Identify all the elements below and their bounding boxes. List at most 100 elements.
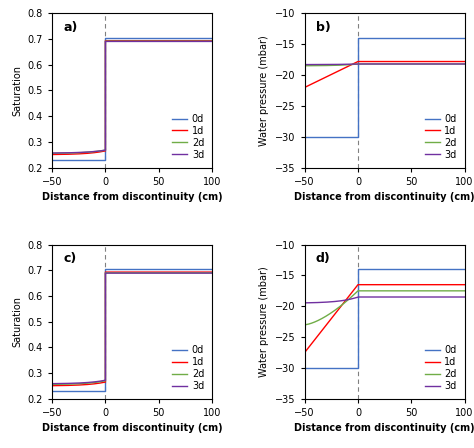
0d: [462, 267, 467, 272]
0d: [315, 365, 320, 370]
3d: [151, 271, 157, 276]
2d: [355, 288, 361, 293]
Line: 3d: 3d: [305, 64, 465, 65]
1d: [209, 38, 215, 43]
Text: b): b): [316, 21, 331, 34]
0d: [462, 35, 467, 41]
3d: [355, 294, 361, 300]
Line: 0d: 0d: [305, 38, 465, 137]
2d: [150, 39, 156, 44]
2d: [404, 61, 410, 67]
Line: 3d: 3d: [52, 273, 212, 383]
3d: [404, 61, 410, 67]
2d: [344, 62, 350, 68]
0d: [150, 266, 156, 271]
2d: [209, 270, 215, 276]
2d: [49, 151, 55, 156]
0d: [150, 35, 156, 40]
1d: [84, 151, 90, 156]
2d: [151, 39, 157, 44]
3d: [383, 294, 389, 300]
X-axis label: Distance from discontinuity (cm): Distance from discontinuity (cm): [294, 423, 474, 433]
1d: [102, 38, 108, 43]
3d: [62, 381, 68, 386]
Line: 1d: 1d: [305, 61, 465, 87]
1d: [355, 59, 361, 64]
0d: [102, 35, 108, 40]
3d: [337, 298, 342, 304]
1d: [130, 269, 136, 275]
3d: [302, 300, 308, 306]
1d: [462, 282, 467, 287]
1d: [150, 38, 156, 43]
1d: [62, 151, 68, 157]
Line: 1d: 1d: [52, 272, 212, 386]
3d: [344, 61, 350, 67]
3d: [337, 62, 342, 67]
Legend: 0d, 1d, 2d, 3d: 0d, 1d, 2d, 3d: [170, 111, 207, 163]
2d: [404, 288, 410, 293]
3d: [151, 39, 157, 44]
1d: [344, 64, 350, 69]
3d: [150, 271, 156, 276]
2d: [84, 380, 90, 386]
0d: [84, 388, 90, 394]
3d: [462, 61, 467, 67]
Line: 2d: 2d: [305, 64, 465, 66]
0d: [403, 35, 409, 41]
3d: [150, 39, 156, 44]
3d: [102, 39, 108, 44]
0d: [337, 365, 342, 370]
Legend: 0d, 1d, 2d, 3d: 0d, 1d, 2d, 3d: [422, 342, 460, 394]
1d: [151, 38, 157, 43]
0d: [383, 35, 389, 41]
2d: [383, 288, 389, 293]
0d: [130, 35, 136, 40]
2d: [102, 39, 108, 44]
1d: [383, 59, 389, 64]
Line: 3d: 3d: [52, 41, 212, 153]
X-axis label: Distance from discontinuity (cm): Distance from discontinuity (cm): [42, 423, 222, 433]
0d: [91, 388, 97, 394]
2d: [102, 270, 108, 276]
1d: [130, 38, 136, 43]
1d: [337, 68, 342, 73]
2d: [355, 61, 361, 67]
0d: [84, 157, 90, 163]
3d: [403, 61, 409, 67]
1d: [209, 269, 215, 275]
1d: [302, 350, 308, 355]
Y-axis label: Water pressure (mbar): Water pressure (mbar): [259, 35, 270, 146]
X-axis label: Distance from discontinuity (cm): Distance from discontinuity (cm): [42, 192, 222, 202]
0d: [344, 365, 350, 370]
Text: a): a): [64, 21, 78, 34]
0d: [355, 35, 361, 41]
0d: [62, 388, 68, 394]
0d: [102, 266, 108, 271]
3d: [91, 149, 97, 154]
3d: [383, 61, 389, 67]
0d: [404, 267, 410, 272]
2d: [91, 149, 97, 154]
2d: [62, 382, 68, 387]
3d: [62, 150, 68, 155]
1d: [302, 85, 308, 90]
1d: [383, 282, 389, 287]
3d: [404, 294, 410, 300]
Text: d): d): [316, 252, 331, 265]
Y-axis label: Water pressure (mbar): Water pressure (mbar): [259, 266, 270, 377]
3d: [84, 380, 90, 385]
1d: [102, 269, 108, 275]
3d: [209, 39, 215, 44]
0d: [383, 267, 389, 272]
Line: 2d: 2d: [305, 291, 465, 325]
3d: [91, 379, 97, 384]
1d: [315, 78, 320, 84]
Line: 0d: 0d: [305, 269, 465, 368]
1d: [49, 383, 55, 388]
1d: [337, 306, 342, 311]
3d: [403, 294, 409, 300]
1d: [403, 282, 409, 287]
3d: [344, 297, 350, 302]
Legend: 0d, 1d, 2d, 3d: 0d, 1d, 2d, 3d: [170, 342, 207, 394]
